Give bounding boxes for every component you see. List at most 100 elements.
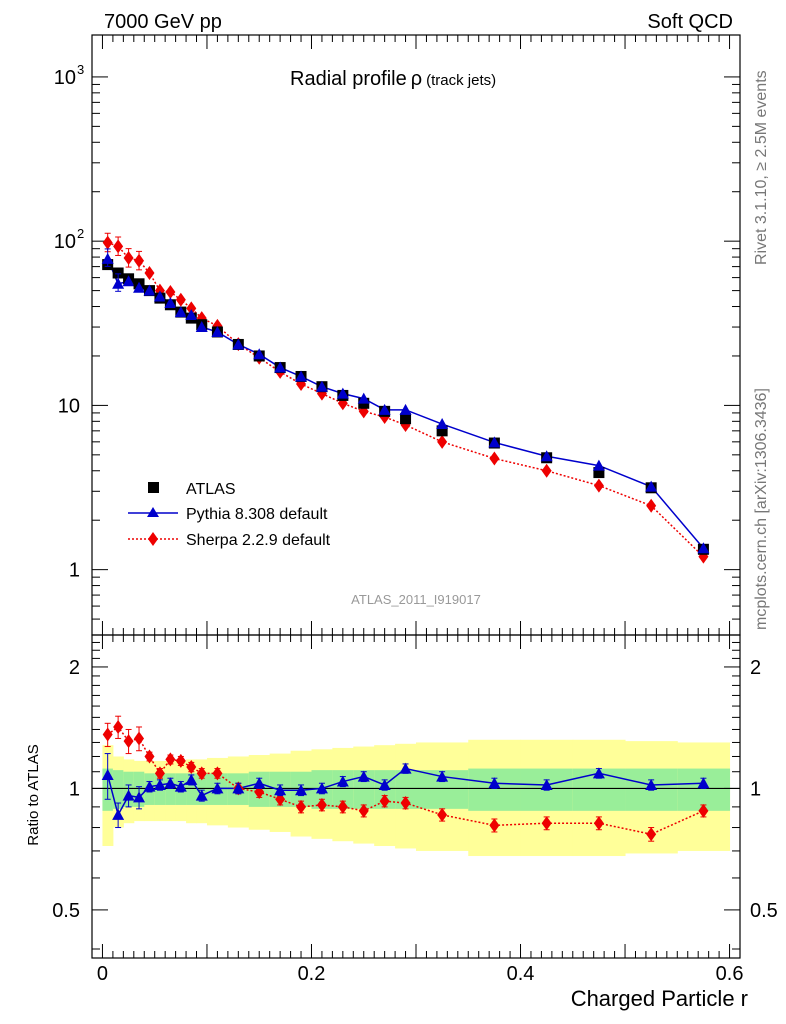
sherpa-ratio-point <box>646 827 657 842</box>
pythia-ratio-point <box>133 791 146 803</box>
pythia-main-point <box>378 403 391 415</box>
x-axis-label: Charged Particle r <box>571 986 748 1011</box>
pythia-ratio-point <box>697 777 710 789</box>
pythia-ratio-point <box>211 782 224 794</box>
pythia-ratio-point <box>436 770 449 782</box>
sherpa-ratio-point <box>102 727 113 742</box>
pythia-ratio-point <box>153 778 166 790</box>
sherpa-ratio-point <box>489 818 500 833</box>
pythia-main-point <box>295 370 308 382</box>
sherpa-ratio-point <box>593 816 604 831</box>
pythia-ratio-point <box>295 784 308 796</box>
ratio-uncertainty-bands <box>102 739 731 857</box>
header-right: Soft QCD <box>647 11 733 33</box>
pythia-ratio-point <box>399 762 412 774</box>
sherpa-ratio-point <box>123 734 134 749</box>
pythia-main-point <box>195 321 208 333</box>
legend-marker-pythia <box>147 507 159 517</box>
sherpa-ratio-point <box>400 796 411 811</box>
sherpa-ratio-point <box>358 803 369 818</box>
pythia-ratio-point <box>274 784 287 796</box>
sherpa-main-point <box>165 285 176 300</box>
sherpa-main-point <box>437 434 448 449</box>
pythia-ratio-point <box>143 780 156 792</box>
legend-marker-sherpa <box>148 532 158 546</box>
pythia-main-point <box>697 542 710 554</box>
sherpa-ratio-point <box>196 766 207 781</box>
y-tick-label-ratio: 2 <box>69 657 80 679</box>
data-series <box>101 232 710 842</box>
pythia-main-point <box>645 480 658 492</box>
pythia-ratio-point <box>164 777 177 789</box>
y-tick-label-ratio: 1 <box>69 778 80 800</box>
atlas-main-point <box>436 425 448 437</box>
pythia-ratio-point <box>174 780 187 792</box>
pythia-ratio-point <box>645 778 658 790</box>
band-inner-bin <box>677 768 731 811</box>
sherpa-ratio-point <box>186 760 197 775</box>
chart-title: Radial profile ρ (track jets) <box>290 68 496 90</box>
y-tick-label-main: 10 <box>54 231 76 253</box>
pythia-main-point <box>315 380 328 392</box>
sherpa-ratio-point <box>296 799 307 814</box>
x-tick-label: 0 <box>97 963 108 985</box>
y-tick-label-ratio-right: 2 <box>750 657 761 679</box>
pythia-main-point <box>274 361 287 373</box>
legend: ATLAS Pythia 8.308 default Sherpa 2.2.9 … <box>128 481 331 549</box>
sherpa-main-point <box>113 239 124 254</box>
pythia-ratio-point <box>540 778 553 790</box>
sherpa-ratio-point <box>437 807 448 822</box>
pythia-main-point <box>357 392 370 404</box>
sherpa-ratio-point <box>113 719 124 734</box>
mcplots-label: mcplots.cern.ch [arXiv:1306.3436] <box>753 388 770 630</box>
rivet-label: Rivet 3.1.10, ≥ 2.5M events <box>753 70 770 265</box>
atlas-main-point <box>112 267 124 279</box>
band-inner-bin <box>165 773 177 805</box>
sherpa-ratio-point <box>154 766 165 781</box>
pythia-ratio-point <box>122 789 135 801</box>
header-left: 7000 GeV pp <box>104 11 222 33</box>
band-inner-bin <box>112 770 124 809</box>
pythia-main-point <box>540 450 553 462</box>
sherpa-ratio-point <box>316 797 327 812</box>
pythia-main-point <box>133 281 146 293</box>
pythia-main-point <box>122 275 135 287</box>
x-tick-label: 0.6 <box>716 963 744 985</box>
sherpa-main-point <box>541 463 552 478</box>
y-tick-label-main: 1 <box>69 560 80 582</box>
band-inner-bin <box>353 770 375 809</box>
sherpa-ratio-point <box>212 766 223 781</box>
pythia-main-point <box>488 436 501 448</box>
pythia-ratio-point <box>185 773 198 785</box>
pythia-main-point <box>143 284 156 296</box>
sherpa-ratio-point <box>175 753 186 768</box>
pythia-main-point <box>399 403 412 415</box>
legend-marker-atlas <box>148 482 159 493</box>
sherpa-ratio-point <box>165 752 176 767</box>
pythia-main-line <box>106 258 704 549</box>
pythia-main-point <box>232 338 245 350</box>
pythia-main-point <box>164 297 177 309</box>
sherpa-main-point <box>175 292 186 307</box>
pythia-main-point <box>592 459 605 471</box>
y-tick-label-ratio: 0.5 <box>52 900 80 922</box>
sherpa-ratio-point <box>541 816 552 831</box>
pythia-main-point <box>112 277 125 289</box>
chart-title-main: Radial profile <box>290 68 407 90</box>
sherpa-main-point <box>144 265 155 280</box>
pythia-ratio-point <box>592 767 605 779</box>
sherpa-ratio-point <box>698 803 709 818</box>
sherpa-main-point <box>646 498 657 513</box>
atlas-main-point <box>593 467 605 479</box>
sherpa-ratio-point <box>337 799 348 814</box>
pythia-main-point <box>436 418 449 430</box>
pythia-main-point <box>101 252 114 264</box>
band-inner-bin <box>196 773 208 805</box>
pythia-main-point <box>211 325 224 337</box>
sherpa-main-point <box>123 250 134 265</box>
x-tick-label: 0.4 <box>507 963 535 985</box>
legend-label-pythia: Pythia 8.308 default <box>186 506 328 523</box>
analysis-watermark: ATLAS_2011_I919017 <box>351 592 481 607</box>
